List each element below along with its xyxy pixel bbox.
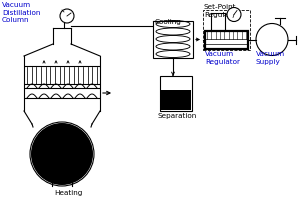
- Text: Heating: Heating: [54, 190, 82, 196]
- Circle shape: [256, 23, 288, 55]
- Bar: [205, 30, 248, 48]
- Text: Cooling: Cooling: [155, 19, 182, 25]
- Bar: [161, 90, 191, 110]
- Text: Vacuum
Regulator: Vacuum Regulator: [205, 51, 240, 64]
- Text: Set-Point
Regulator: Set-Point Regulator: [204, 4, 239, 18]
- Text: Separation: Separation: [157, 113, 196, 119]
- Bar: [160, 76, 192, 111]
- Text: Vacuum
Distillation
Column: Vacuum Distillation Column: [2, 2, 40, 23]
- Bar: [203, 9, 250, 49]
- Circle shape: [31, 123, 93, 185]
- Circle shape: [227, 7, 241, 21]
- Circle shape: [60, 9, 74, 23]
- Bar: [153, 21, 193, 58]
- Text: Vacuum
Supply: Vacuum Supply: [256, 51, 285, 64]
